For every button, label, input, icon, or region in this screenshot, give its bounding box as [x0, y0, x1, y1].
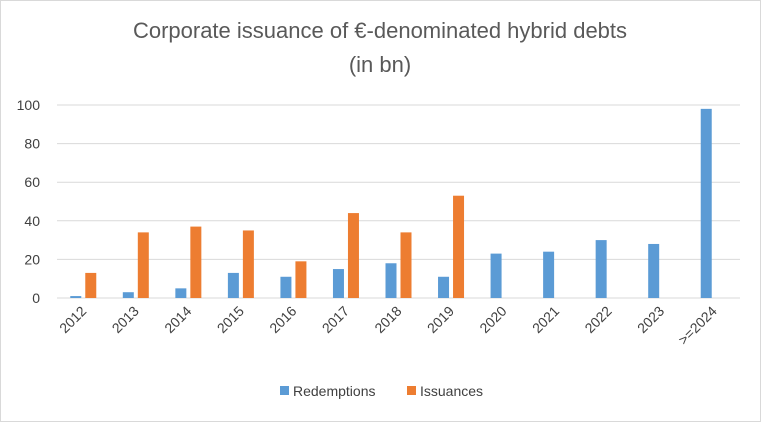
y-axis: 0 20 40 60 80 100: [17, 97, 41, 306]
legend-swatch-redemptions: [280, 386, 289, 395]
bar-issuances-2016: [295, 261, 307, 298]
x-tick-label: 2019: [424, 303, 457, 336]
y-tick-label: 20: [24, 251, 40, 267]
bar-issuances-2019: [453, 195, 465, 298]
bar-issuances-2018: [400, 232, 412, 298]
chart-title-line2: (in bn): [349, 52, 411, 77]
x-tick-label: 2014: [161, 303, 194, 336]
y-tick-label: 0: [32, 290, 40, 306]
x-tick-label: 2018: [371, 303, 404, 336]
bar-redemptions-2021: [543, 251, 555, 298]
bar-redemptions-2019: [438, 276, 450, 298]
x-tick-label: 2020: [476, 303, 509, 336]
bar-redemptions-2015: [227, 272, 239, 298]
bar-issuances-2014: [190, 226, 202, 298]
y-tick-label: 80: [24, 136, 40, 152]
bar-redemptions-2012: [70, 296, 82, 298]
x-tick-label: 2013: [109, 303, 142, 336]
x-tick-label: 2021: [529, 303, 562, 336]
x-tick-label: 2016: [266, 303, 299, 336]
bar-redemptions-2014: [175, 288, 187, 298]
x-tick-label: 2017: [319, 303, 352, 336]
bar-redemptions-2017: [332, 269, 344, 298]
legend-swatch-issuances: [407, 386, 416, 395]
x-tick-label: >=2024: [675, 303, 720, 348]
bar-redemptions-2022: [595, 240, 607, 298]
y-tick-label: 100: [17, 97, 41, 113]
bar-issuances-2012: [85, 272, 97, 298]
bar-redemptions->=2024: [700, 108, 712, 298]
chart-title-line1: Corporate issuance of €-denominated hybr…: [133, 18, 627, 43]
bars: [70, 108, 712, 298]
bar-redemptions-2018: [385, 263, 397, 298]
x-axis: 2012 2013 2014 2015 2016 2017 2018 2019 2020 2021…: [56, 303, 720, 348]
bar-redemptions-2020: [490, 253, 502, 298]
x-tick-label: 2015: [214, 303, 247, 336]
x-tick-label: 2022: [581, 303, 614, 336]
gridlines: [57, 104, 740, 299]
y-tick-label: 60: [24, 174, 40, 190]
bar-redemptions-2023: [648, 243, 660, 298]
bar-issuances-2015: [242, 230, 254, 298]
legend-label-redemptions: Redemptions: [293, 383, 376, 399]
legend-label-issuances: Issuances: [420, 383, 483, 399]
bar-issuances-2017: [347, 213, 359, 298]
x-tick-label: 2023: [634, 303, 667, 336]
bar-issuances-2013: [137, 232, 149, 298]
x-tick-label: 2012: [56, 303, 89, 336]
bar-redemptions-2016: [280, 276, 292, 298]
legend: Redemptions Issuances: [280, 383, 483, 399]
bar-redemptions-2013: [122, 292, 134, 298]
y-tick-label: 40: [24, 213, 40, 229]
